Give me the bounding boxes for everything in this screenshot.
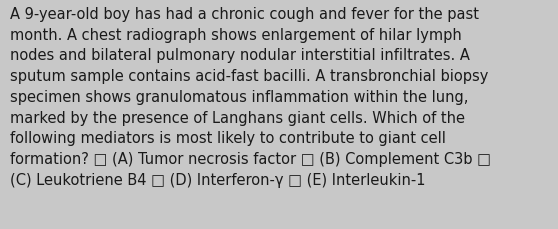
Text: A 9-year-old boy has had a chronic cough and fever for the past
month. A chest r: A 9-year-old boy has had a chronic cough… [10,7,491,187]
